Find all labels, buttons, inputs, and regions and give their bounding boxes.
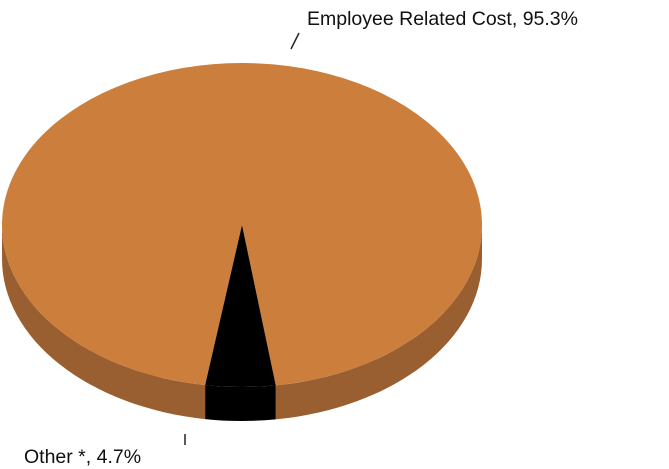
slice-name: Other * bbox=[24, 446, 86, 468]
slice-other bbox=[205, 225, 276, 387]
slice-name: Employee Related Cost bbox=[307, 8, 512, 30]
slice-percent: 95.3% bbox=[523, 8, 578, 30]
pie-depth bbox=[2, 225, 482, 421]
slice-side-employee-related-cost bbox=[2, 225, 206, 420]
slice-percent: 4.7% bbox=[97, 446, 141, 468]
slice-side-employee-related-cost bbox=[275, 225, 482, 420]
slice-side-other bbox=[205, 385, 276, 421]
slice-label-other: Other *, 4.7% bbox=[24, 446, 141, 468]
pie-slices bbox=[1, 62, 483, 387]
leader-line-employee-related-cost bbox=[290, 32, 300, 50]
slice-employee-related-cost bbox=[1, 62, 483, 386]
slice-label-employee-related-cost: Employee Related Cost, 95.3% bbox=[307, 8, 578, 30]
